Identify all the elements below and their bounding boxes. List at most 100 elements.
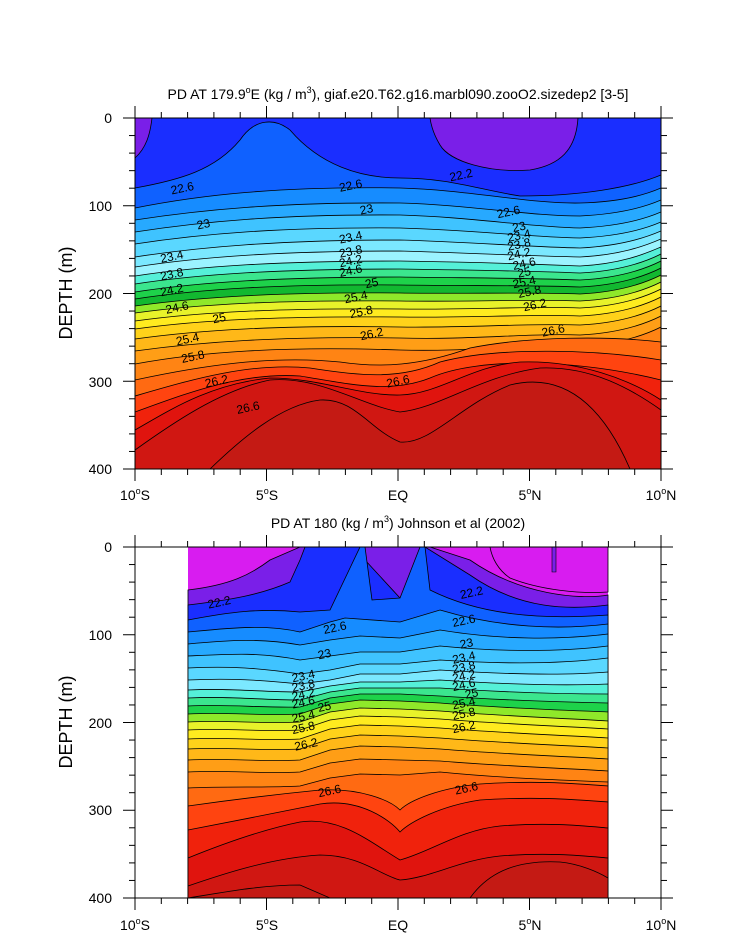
bottom-x-tick-labels: 10oS 5oS EQ 5oN 10oN xyxy=(120,916,676,933)
top-contour-label: 23.4 xyxy=(338,228,364,247)
bottom-contour-label: 23.8 xyxy=(290,676,316,695)
top-x-tick-5n: 5oN xyxy=(519,486,542,503)
bottom-contour-fill xyxy=(187,547,609,898)
top-title-suffix: ), giaf.e20.T62.g16.marbl090.zooO2.sized… xyxy=(312,86,629,102)
top-contour-label: 23.8 xyxy=(159,265,185,284)
top-contour-label: 25.4 xyxy=(511,273,537,292)
bottom-contour-label: 23 xyxy=(316,646,332,663)
bottom-y-tick-400: 400 xyxy=(89,890,113,906)
top-title-prefix: PD AT 179.9 xyxy=(168,86,246,102)
top-contour-label: 25.8 xyxy=(348,303,374,322)
top-contour-label: 25.4 xyxy=(343,288,369,307)
bottom-title: PD AT 180 (kg / m3) Johnson et al (2002) xyxy=(271,514,525,531)
top-contour-label: 26.2 xyxy=(522,296,548,315)
bottom-contour-label: 22.2 xyxy=(459,583,485,602)
top-contour-label: 24.6 xyxy=(164,298,190,317)
top-title-sup2: 3 xyxy=(307,85,312,95)
bottom-y-tick-300: 300 xyxy=(89,802,113,818)
bottom-contour-label: 24.2 xyxy=(290,685,316,704)
bottom-x-tick-eq: EQ xyxy=(388,917,408,933)
bottom-x-tick-5n: 5oN xyxy=(519,916,542,933)
top-contour-label: 23.8 xyxy=(338,242,364,261)
top-contour-label: 25 xyxy=(364,275,380,292)
top-title-sup1: o xyxy=(246,85,251,95)
top-x-tick-5s: 5oS xyxy=(256,486,278,503)
top-y-tick-200: 200 xyxy=(89,286,113,302)
top-contour-label: 24.6 xyxy=(338,261,364,280)
top-contour-label: 26.6 xyxy=(540,321,566,340)
bottom-title-prefix: PD AT 180 (kg / m xyxy=(271,515,384,531)
top-contour-label: 25 xyxy=(516,264,532,281)
bottom-contour-label: 22.2 xyxy=(206,593,232,612)
bottom-contour-label: 23.4 xyxy=(290,667,316,686)
bottom-contour-label: 24.6 xyxy=(451,675,477,694)
bottom-contour-label: 23.4 xyxy=(451,648,477,667)
top-contour-label: 22.6 xyxy=(496,203,522,222)
bottom-x-tick-10s: 10oS xyxy=(120,916,150,933)
top-y-tick-100: 100 xyxy=(89,198,113,214)
top-contour-label: 25.8 xyxy=(180,347,206,366)
top-contour-label: 23.8 xyxy=(506,235,532,254)
bottom-contour-label: 25 xyxy=(316,698,332,715)
top-contour-label: 24.2 xyxy=(159,281,185,300)
top-y-tick-0: 0 xyxy=(104,110,112,126)
top-contour-label: 22.6 xyxy=(169,179,195,198)
bottom-contour-label: 26.6 xyxy=(317,782,343,801)
top-x-tick-eq: EQ xyxy=(388,487,408,503)
bottom-contour-label: 22.6 xyxy=(322,618,348,637)
bottom-contour-label: 25.8 xyxy=(290,718,316,737)
top-contour-label: 24.6 xyxy=(511,254,537,273)
bottom-contour-label: 25 xyxy=(464,685,480,702)
top-contour-label: 26.6 xyxy=(385,372,411,391)
top-contour-label: 25.4 xyxy=(175,330,201,349)
top-contour-label: 23.4 xyxy=(506,226,532,245)
bottom-contour-label: 25.4 xyxy=(451,694,477,713)
top-title: PD AT 179.9oE (kg / m3), giaf.e20.T62.g1… xyxy=(168,85,629,102)
bottom-contour-label: 25.4 xyxy=(290,707,316,726)
top-x-tick-10n: 10oN xyxy=(646,486,677,503)
bottom-contour-label: 24.2 xyxy=(451,667,477,686)
bottom-contour-labels: 22.222.222.6 22.6232323.423.423.823.824.2… xyxy=(206,583,484,800)
top-band-purple-patch-right xyxy=(429,118,579,171)
top-contour-label: 22.6 xyxy=(338,176,364,195)
bottom-y-tick-0: 0 xyxy=(104,539,112,555)
bottom-contour-label: 25.8 xyxy=(451,704,477,723)
bottom-title-suffix: ) Johnson et al (2002) xyxy=(389,515,525,531)
top-y-tick-300: 300 xyxy=(89,374,113,390)
top-y-tick-400: 400 xyxy=(89,461,113,477)
bottom-y-tick-100: 100 xyxy=(89,627,113,643)
bottom-data-region xyxy=(187,547,609,898)
bot-band-red-5 xyxy=(187,861,609,898)
top-contour-label: 25.8 xyxy=(517,282,543,301)
top-contour-fill xyxy=(135,118,661,469)
bottom-contour-label: 26.6 xyxy=(454,779,480,798)
top-contour-label: 24.2 xyxy=(506,245,532,264)
bottom-panel: PD AT 180 (kg / m3) Johnson et al (2002) xyxy=(56,514,676,933)
bottom-contour-label: 23.8 xyxy=(451,658,477,677)
top-contour-label: 26.2 xyxy=(359,325,385,344)
bottom-contour-label: 26.2 xyxy=(451,718,477,737)
top-contour-label: 23 xyxy=(195,216,211,233)
bottom-contour-label: 26.2 xyxy=(293,735,319,754)
top-contour-label: 23.4 xyxy=(159,247,185,266)
bottom-y-tick-labels: 0 100 200 300 400 xyxy=(89,539,113,906)
top-contour-label: 23 xyxy=(511,218,527,235)
top-y-axis-label: DEPTH (m) xyxy=(56,247,76,340)
top-x-tick-10s: 10oS xyxy=(120,486,150,503)
top-contour-label: 23 xyxy=(358,201,374,218)
top-contour-label: 24.2 xyxy=(338,252,364,271)
bottom-y-tick-200: 200 xyxy=(89,715,113,731)
bot-band-magenta-right xyxy=(489,547,609,593)
top-y-tick-labels: 0 100 200 300 400 xyxy=(89,110,113,477)
bottom-x-tick-5s: 5oS xyxy=(256,916,278,933)
top-contour-label: 22.2 xyxy=(448,166,474,185)
bottom-ticks xyxy=(123,535,673,910)
bottom-x-tick-10n: 10oN xyxy=(646,916,677,933)
top-contour-label: 26.2 xyxy=(204,372,230,391)
top-contour-label: 26.6 xyxy=(235,398,261,417)
top-title-mid: E (kg / m xyxy=(251,86,307,102)
bottom-contour-label: 22.6 xyxy=(451,611,477,630)
bottom-y-axis-label: DEPTH (m) xyxy=(56,676,76,769)
